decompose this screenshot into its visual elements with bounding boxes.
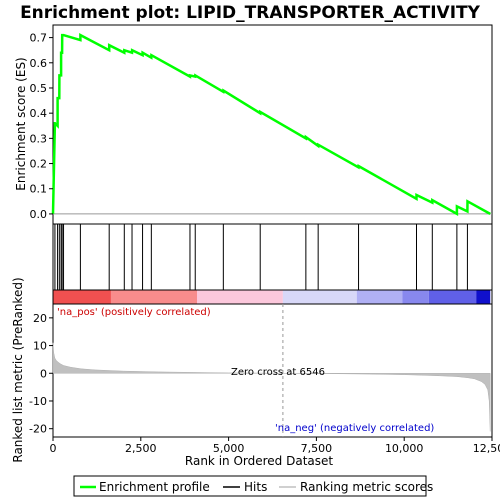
es-y-axis: 0.0 0.1 0.2 0.3 0.4 0.5 0.6 0.7 xyxy=(30,32,53,221)
hit-lines xyxy=(54,224,468,290)
rank-bar-segment xyxy=(282,290,357,304)
metric-plot-frame xyxy=(52,303,493,438)
es-y-tick-label: 0.3 xyxy=(30,132,48,145)
metric-y-tick-label: 20 xyxy=(33,312,47,325)
hits-frame xyxy=(52,223,493,291)
rank-bar-segment xyxy=(53,290,111,304)
metric-x-tick-label: 12,500 xyxy=(473,442,500,455)
rank-bar-segment xyxy=(356,290,403,304)
metric-y-tick-label: 0 xyxy=(40,367,47,380)
rank-bar-segment xyxy=(196,290,283,304)
neg-correlated-label: 'na_neg' (negatively correlated) xyxy=(275,423,434,434)
metric-y-axis: -20 -10 0 10 20 xyxy=(29,312,53,436)
metric-y-axis-label: Ranked list metric (PreRanked) xyxy=(11,277,25,462)
rank-color-bar xyxy=(52,289,493,305)
es-y-tick-label: 0.5 xyxy=(30,82,48,95)
metric-x-tick-label: 10,000 xyxy=(385,442,424,455)
legend-enrichment-label: Enrichment profile xyxy=(99,480,210,494)
metric-x-tick-label: 5,000 xyxy=(213,442,245,455)
metric-x-tick-label: 7,500 xyxy=(301,442,333,455)
metric-x-axis-label: Rank in Ordered Dataset xyxy=(185,454,333,468)
rank-bar-segment xyxy=(110,290,197,304)
ranking-metric-area xyxy=(52,342,491,432)
metric-x-axis: 0 2,500 5,000 7,500 10,000 12,500 xyxy=(50,437,500,455)
metric-y-tick-label: -20 xyxy=(29,423,47,436)
legend: Enrichment profile Hits Ranking metric s… xyxy=(73,475,433,497)
rank-bar-segment xyxy=(428,290,477,304)
enrichment-plot-frame xyxy=(52,24,493,225)
enrichment-profile-line xyxy=(51,33,491,217)
legend-hits-label: Hits xyxy=(244,480,267,494)
metric-x-tick-label: 0 xyxy=(50,442,57,455)
rank-bar-segment xyxy=(476,290,491,304)
metric-y-tick-label: -10 xyxy=(29,395,47,408)
hits-panel xyxy=(52,223,493,291)
es-y-axis-label: Enrichment score (ES) xyxy=(14,57,28,190)
es-y-tick-label: 0.0 xyxy=(30,208,48,221)
metric-y-tick-label: 10 xyxy=(33,340,47,353)
es-y-tick-label: 0.1 xyxy=(30,183,48,196)
es-y-tick-label: 0.6 xyxy=(30,57,48,70)
rank-bar-segment xyxy=(402,290,429,304)
legend-frame xyxy=(73,475,427,497)
pos-correlated-label: 'na_pos' (positively correlated) xyxy=(57,307,211,318)
zero-cross-label: Zero cross at 6546 xyxy=(231,367,325,378)
es-y-tick-label: 0.7 xyxy=(30,32,48,45)
metric-panel: 'na_pos' (positively correlated) Zero cr… xyxy=(11,277,500,468)
legend-metric-label: Ranking metric scores xyxy=(300,480,433,494)
metric-x-tick-label: 2,500 xyxy=(125,442,157,455)
enrichment-panel: 0.0 0.1 0.2 0.3 0.4 0.5 0.6 0.7 Enrichment scor… xyxy=(14,24,493,225)
es-y-tick-label: 0.2 xyxy=(30,158,48,171)
chart-title: Enrichment plot: LIPID_TRANSPORTER_ACTIV… xyxy=(20,3,481,23)
es-y-tick-label: 0.4 xyxy=(30,107,48,120)
